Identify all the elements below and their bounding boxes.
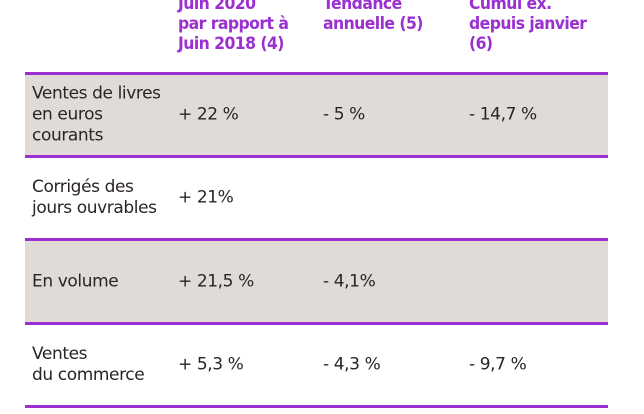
cell-value: + 21,5 %	[178, 271, 254, 291]
header-line: Juin 2018 (4)	[178, 34, 284, 54]
column-header-june-2020: Juin 2020 par rapport à Juin 2018 (4)	[178, 0, 289, 54]
row-label-line: Ventes de livres	[32, 83, 161, 104]
table-row-volume: En volume + 21,5 % - 4,1%	[25, 241, 608, 325]
header-line: Cumul ex.	[469, 0, 552, 14]
column-header-annual-trend: Tendance annuelle (5)	[323, 0, 423, 34]
cell-value: + 5,3 %	[178, 354, 244, 375]
row-label-line: Corrigés des	[32, 177, 134, 197]
row-label: En volume	[32, 271, 172, 292]
cell-value: + 22 %	[178, 104, 239, 125]
header-line: Tendance	[323, 0, 402, 14]
row-label-line: jours ouvrables	[32, 198, 157, 218]
row-label-line: en euros	[32, 104, 103, 125]
row-label: Ventes de livres en euros courants	[32, 84, 172, 147]
header-line: annuelle (5)	[323, 14, 423, 34]
cell-value: - 14,7 %	[469, 104, 537, 125]
header-line: (6)	[469, 34, 493, 54]
header-line: depuis janvier	[469, 14, 587, 34]
table-row-retail-sales: Ventes du commerce + 5,3 % - 4,3 % - 9,7…	[25, 325, 608, 408]
sales-table: Ventes de livres en euros courants + 22 …	[25, 72, 608, 408]
row-label-line: En volume	[32, 271, 119, 291]
row-label: Ventes du commerce	[32, 344, 172, 386]
cell-value: - 9,7 %	[469, 354, 527, 375]
cell-value: - 5 %	[323, 104, 365, 125]
table-row-working-days: Corrigés des jours ouvrables + 21%	[25, 158, 608, 241]
row-label: Corrigés des jours ouvrables	[32, 177, 172, 219]
cell-value: - 4,3 %	[323, 354, 381, 375]
cell-value: - 4,1%	[323, 271, 376, 291]
column-header-cumulative: Cumul ex. depuis janvier (6)	[469, 0, 587, 54]
row-label-line: du commerce	[32, 365, 145, 385]
row-label-line: Ventes	[32, 344, 88, 364]
header-line: par rapport à	[178, 14, 289, 34]
header-line: Juin 2020	[178, 0, 256, 14]
cell-value: + 21%	[178, 187, 234, 208]
table-row-book-sales: Ventes de livres en euros courants + 22 …	[25, 75, 608, 158]
row-label-line: courants	[32, 125, 104, 146]
